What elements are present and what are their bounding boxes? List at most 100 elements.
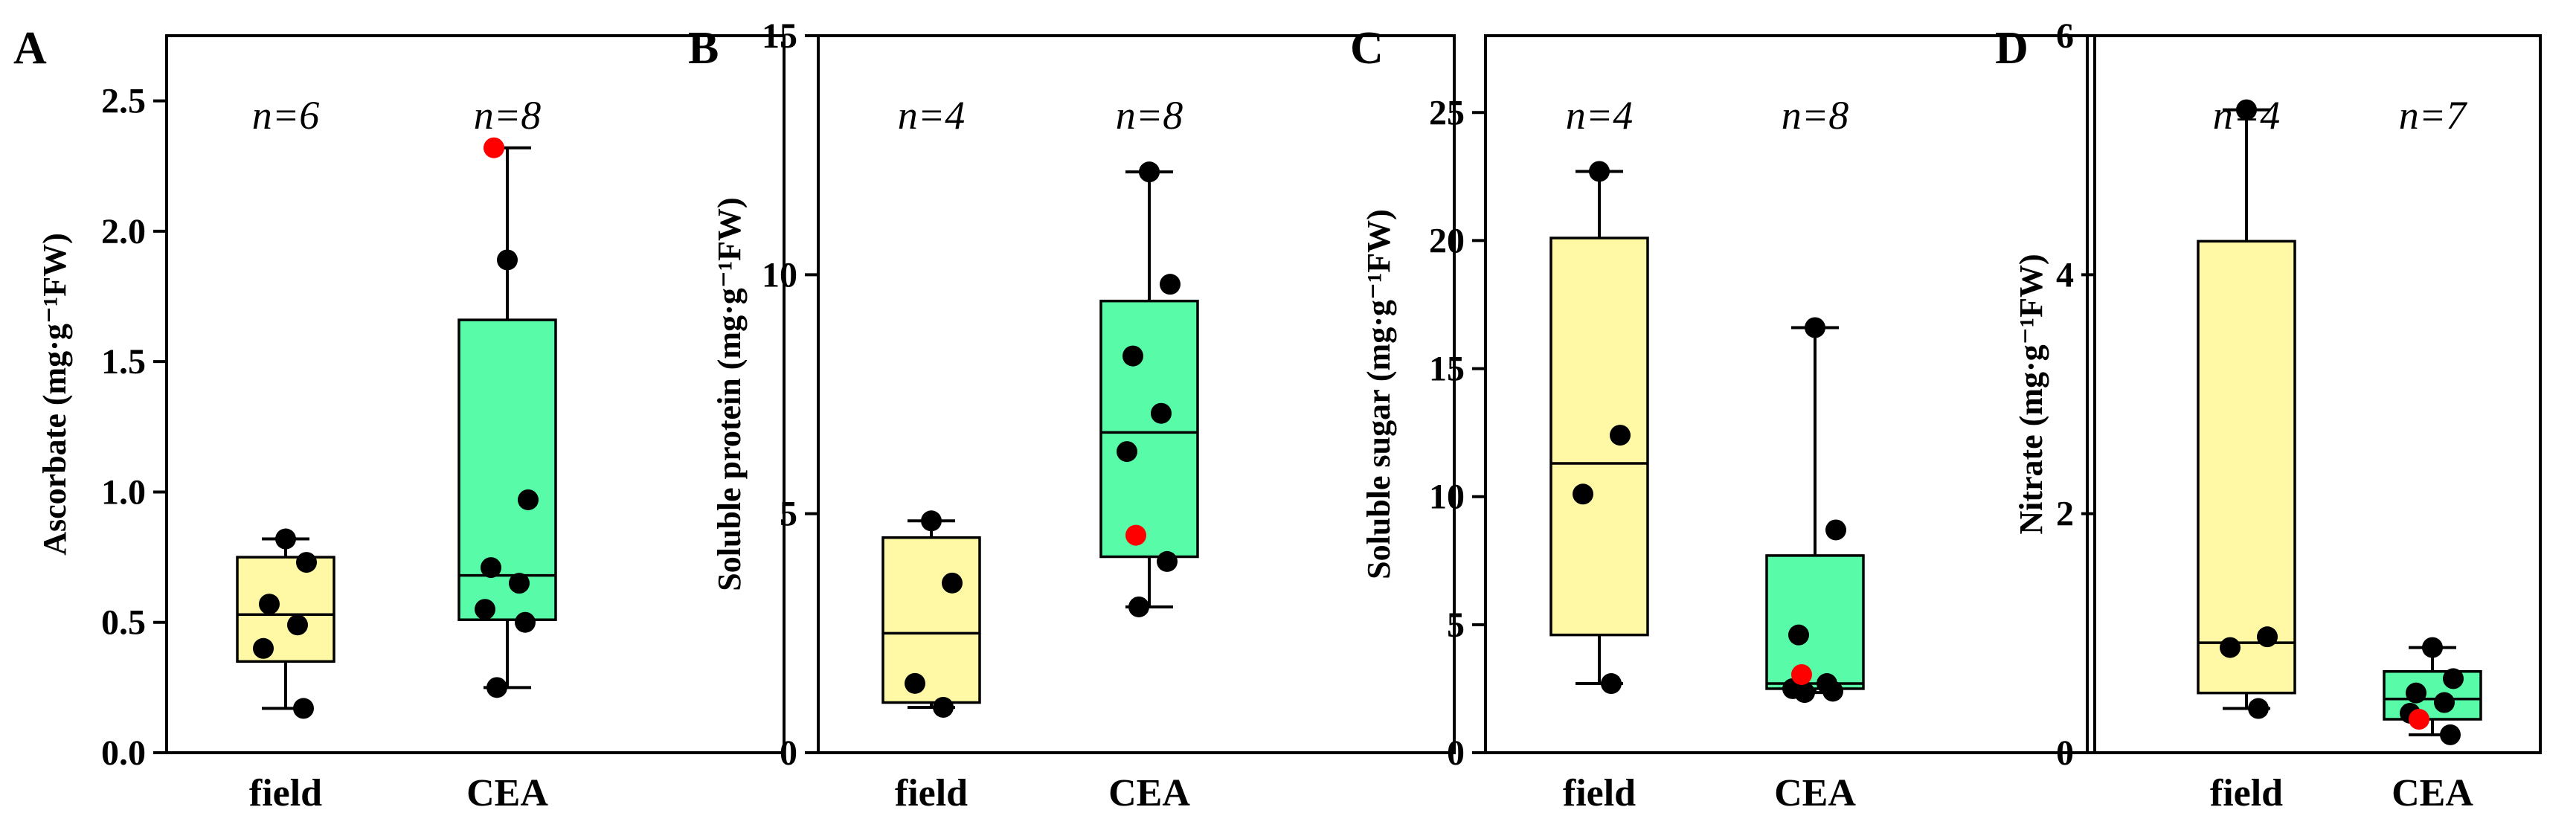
x-category-label-A-CEA: CEA: [466, 772, 548, 814]
x-category-label-D-CEA: CEA: [2392, 772, 2473, 814]
x-category-label-B-CEA: CEA: [1108, 772, 1190, 814]
data-point-B-field: [905, 672, 925, 694]
data-point-A-CEA: [518, 489, 539, 510]
box-C-CEA: [1765, 554, 1865, 690]
n-label-B-CEA: n=8: [1116, 93, 1183, 138]
data-point-C-CEA: [1805, 317, 1825, 338]
x-category-label-D-field: field: [2210, 772, 2283, 814]
data-point-C-CEA: [1788, 624, 1809, 646]
data-point-D-field: [2248, 698, 2269, 719]
n-label-D-CEA: n=7: [2399, 93, 2467, 138]
n-label-A-field: n=6: [252, 93, 319, 138]
plot-frame-A: [165, 34, 786, 754]
data-point-C-field: [1573, 483, 1593, 505]
data-point-C-CEA: [1822, 681, 1843, 702]
data-point-C-CEA: [1825, 519, 1846, 541]
data-point-C-CEA: [1794, 682, 1815, 704]
y-tick-label-A: 2.0: [101, 212, 146, 251]
data-point-B-CEA: [1122, 345, 1143, 367]
panel-letter-C: C: [1350, 23, 1384, 74]
n-label-B-field: n=4: [898, 93, 965, 138]
data-point-D-CEA: [2406, 682, 2426, 704]
x-category-label-B-field: field: [895, 772, 968, 814]
data-point-B-CEA: [1117, 441, 1137, 463]
data-point-D-CEA: [2422, 637, 2443, 658]
highlight-point-A-CEA: [484, 137, 504, 158]
plot-frame-C: [1484, 34, 2089, 754]
data-point-D-field: [2220, 637, 2241, 658]
panel-letter-B: B: [688, 23, 719, 74]
data-point-A-CEA: [481, 557, 501, 579]
data-point-A-CEA: [475, 599, 495, 620]
y-tick-label-D: 6: [2056, 16, 2074, 56]
data-point-A-CEA: [486, 677, 507, 698]
highlight-point-B-CEA: [1125, 524, 1146, 546]
y-tick-label-B: 10: [762, 255, 797, 295]
data-point-A-CEA: [515, 611, 536, 633]
data-point-A-CEA: [497, 249, 518, 271]
data-point-A-field: [293, 698, 314, 719]
data-point-B-field: [942, 572, 963, 594]
n-label-D-field: n=4: [2213, 93, 2280, 138]
highlight-point-C-CEA: [1791, 663, 1812, 685]
data-point-B-CEA: [1157, 550, 1178, 572]
panel-letter-A: A: [13, 23, 47, 74]
data-point-C-field: [1601, 673, 1622, 695]
box-B-field: [881, 536, 981, 704]
x-category-label-C-CEA: CEA: [1774, 772, 1856, 814]
y-tick-label-C: 25: [1429, 93, 1465, 132]
y-tick-label-C: 0: [1447, 733, 1465, 773]
data-point-C-field: [1610, 425, 1631, 446]
data-point-B-CEA: [1128, 596, 1149, 617]
y-tick-label-B: 0: [780, 733, 797, 773]
plot-frame-B: [817, 34, 1456, 754]
data-point-B-CEA: [1160, 274, 1181, 295]
y-tick-label-A: 2.5: [101, 82, 146, 121]
x-category-label-A-field: field: [249, 772, 322, 814]
data-point-A-field: [287, 614, 308, 636]
data-point-A-field: [259, 594, 280, 615]
y-tick-label-C: 15: [1429, 350, 1465, 389]
y-axis-label-A: Ascorbate (mg·g⁻¹FW): [36, 233, 73, 556]
data-point-D-CEA: [2440, 724, 2461, 745]
highlight-point-D-CEA: [2409, 709, 2429, 730]
box-D-CEA: [2383, 669, 2482, 721]
data-point-C-field: [1589, 161, 1610, 182]
y-tick-label-B: 5: [780, 495, 797, 534]
data-point-A-CEA: [509, 573, 530, 594]
data-point-A-field: [253, 637, 274, 659]
y-axis-label-C: Soluble sugar (mg·g⁻¹FW): [1361, 209, 1397, 579]
box-A-field: [236, 556, 335, 663]
box-B-CEA: [1099, 299, 1199, 559]
y-tick-label-C: 5: [1447, 605, 1465, 645]
data-point-B-field: [933, 696, 954, 718]
y-axis-label-B: Soluble protein (mg·g⁻¹FW): [711, 197, 748, 591]
y-tick-label-D: 4: [2056, 255, 2074, 295]
y-tick-label-A: 0.0: [101, 733, 146, 773]
y-tick-label-C: 20: [1429, 221, 1465, 260]
data-point-B-field: [921, 510, 942, 532]
data-point-A-field: [296, 552, 317, 573]
y-tick-label-D: 0: [2056, 733, 2074, 773]
box-D-field: [2197, 240, 2296, 695]
y-tick-label-D: 2: [2056, 495, 2074, 534]
n-label-C-CEA: n=8: [1782, 93, 1849, 138]
y-tick-label-A: 1.5: [101, 342, 146, 382]
data-point-D-field: [2257, 626, 2278, 648]
y-axis-label-D: Nitrate (mg·g⁻¹FW): [2013, 254, 2049, 534]
x-category-label-C-field: field: [1563, 772, 1636, 814]
data-point-D-CEA: [2434, 692, 2455, 713]
data-point-B-CEA: [1151, 402, 1172, 424]
data-point-B-CEA: [1139, 161, 1160, 183]
data-point-A-field: [275, 528, 296, 550]
box-C-field: [1549, 237, 1649, 637]
y-tick-label-B: 15: [762, 16, 797, 56]
data-point-D-CEA: [2443, 668, 2464, 689]
y-tick-label-A: 1.0: [101, 472, 146, 512]
plot-frame-D: [2093, 34, 2542, 754]
y-tick-label-A: 0.5: [101, 603, 146, 643]
y-tick-label-C: 10: [1429, 478, 1465, 517]
box-A-CEA: [457, 318, 557, 621]
panel-letter-D: D: [1995, 23, 2029, 74]
